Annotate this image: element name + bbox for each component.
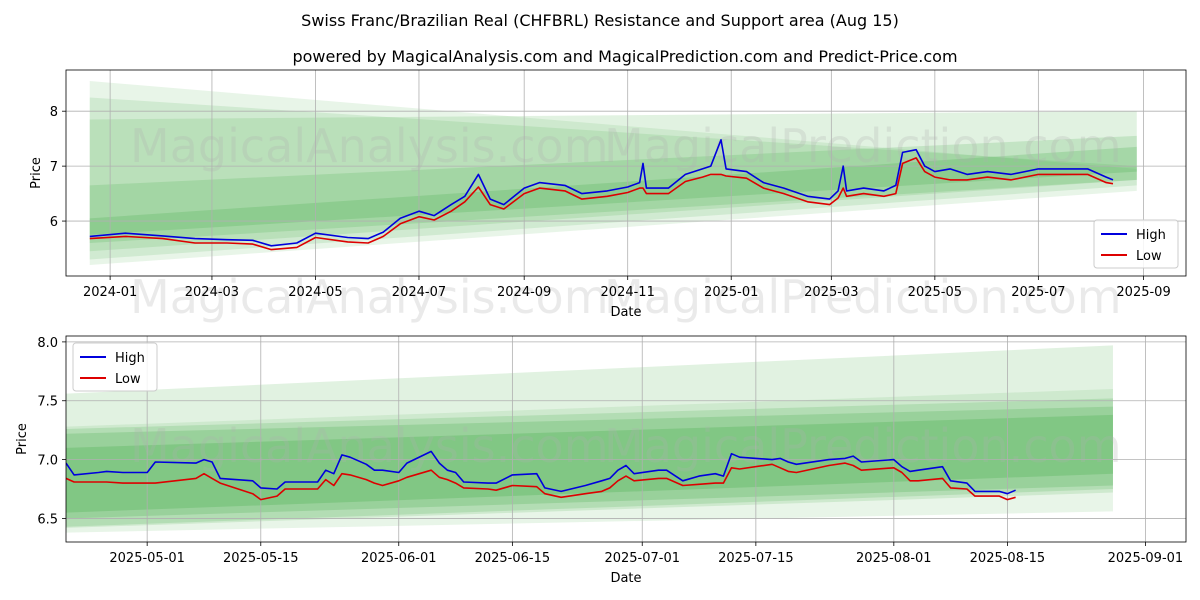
- y-tick-label: 6: [50, 215, 58, 230]
- x-tick-label: 2024-07: [392, 285, 446, 300]
- x-tick-label: 2025-01: [704, 285, 758, 300]
- bottom-chart-panel: MagicalAnalysis.comMagicalPrediction.com…: [15, 335, 1187, 586]
- y-tick-label: 8: [50, 105, 58, 120]
- watermark-text: MagicalPrediction.com: [604, 270, 1122, 324]
- watermark-text: MagicalPrediction.com: [604, 119, 1122, 173]
- x-tick-label: 2025-09: [1116, 285, 1170, 300]
- support-resistance-band-1: [89, 80, 1137, 266]
- y-tick-label: 8.0: [37, 336, 58, 351]
- x-tick-label: 2025-07-15: [718, 551, 794, 566]
- x-tick-label: 2025-05-15: [223, 551, 299, 566]
- top-chart-panel: MagicalAnalysis.comMagicalPrediction.com…: [29, 69, 1187, 324]
- support-resistance-band-4: [66, 406, 1113, 519]
- band-group: [66, 345, 1113, 533]
- x-tick-label: 2025-03: [804, 285, 858, 300]
- chart-subtitle: powered by MagicalAnalysis.com and Magic…: [292, 47, 957, 66]
- legend-label-high: High: [115, 351, 145, 366]
- x-tick-label: 2024-03: [185, 285, 239, 300]
- band-group: [89, 80, 1137, 266]
- x-tick-label: 2025-08-01: [856, 551, 932, 566]
- support-resistance-band-2: [89, 97, 1137, 260]
- support-resistance-band-2: [66, 345, 1113, 528]
- support-resistance-band-3: [89, 111, 1137, 252]
- watermark-text: MagicalAnalysis.com: [130, 270, 609, 324]
- y-tick-label: 7.0: [37, 454, 58, 469]
- x-tick-label: 2024-01: [83, 285, 137, 300]
- series-line-low: [89, 157, 1114, 251]
- legend-label-high: High: [1136, 228, 1166, 243]
- x-axis-label: Date: [610, 571, 641, 586]
- support-resistance-band-3: [66, 398, 1113, 527]
- support-resistance-band-5: [89, 146, 1137, 235]
- x-tick-label: 2024-11: [601, 285, 655, 300]
- y-axis-label: Price: [15, 423, 30, 455]
- y-tick-label: 7.5: [37, 395, 58, 410]
- x-tick-label: 2024-05: [288, 285, 342, 300]
- x-tick-label: 2025-05: [908, 285, 962, 300]
- series-group: [66, 450, 1016, 501]
- series-group: [89, 139, 1114, 251]
- y-tick-label: 6.5: [37, 512, 58, 527]
- series-line-low: [66, 462, 1016, 501]
- plot-frame: [65, 335, 1187, 543]
- x-tick-label: 2024-09: [497, 285, 551, 300]
- x-tick-label: 2025-05-01: [109, 551, 185, 566]
- y-tick-label: 7: [50, 160, 58, 175]
- x-tick-label: 2025-08-15: [970, 551, 1046, 566]
- x-tick-label: 2025-07: [1011, 285, 1065, 300]
- x-tick-label: 2025-06-01: [361, 551, 437, 566]
- series-line-high: [89, 139, 1114, 247]
- watermark-text: MagicalAnalysis.com: [130, 119, 609, 173]
- x-tick-label: 2025-07-01: [604, 551, 680, 566]
- legend: High Low: [72, 342, 158, 392]
- y-axis-label: Price: [29, 157, 44, 189]
- chart-title: Swiss Franc/Brazilian Real (CHFBRL) Resi…: [301, 11, 899, 30]
- watermark-text: MagicalAnalysis.com: [130, 419, 609, 473]
- watermark-text: MagicalPrediction.com: [604, 419, 1122, 473]
- x-tick-label: 2025-06-15: [475, 551, 551, 566]
- series-line-high: [66, 450, 1016, 495]
- x-tick-label: 2025-09-01: [1108, 551, 1184, 566]
- x-axis-label: Date: [610, 305, 641, 320]
- legend-label-low: Low: [1136, 249, 1162, 264]
- legend: High Low: [1093, 219, 1179, 269]
- plot-frame: [65, 69, 1187, 277]
- legend-label-low: Low: [115, 372, 141, 387]
- support-resistance-band-5: [66, 414, 1113, 513]
- support-resistance-band-1: [66, 388, 1113, 533]
